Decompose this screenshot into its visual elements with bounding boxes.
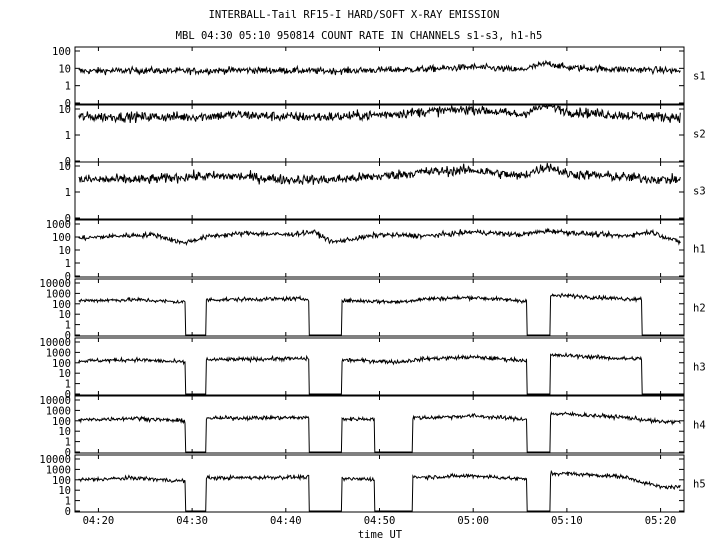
panel-frame xyxy=(74,161,685,220)
x-axis: 04:20 04:30 04:40 04:50 05:00 05:10 05:20 xyxy=(83,515,677,527)
series-line-h1 xyxy=(78,227,681,246)
panel-frame xyxy=(74,395,685,454)
y-tick-label: 100 xyxy=(52,299,71,311)
x-axis-label: time UT xyxy=(358,529,403,541)
x-tick-label: 04:50 xyxy=(364,515,396,527)
panel-frame xyxy=(74,219,685,278)
y-tick-label: 0 xyxy=(65,506,71,518)
y-tick-label: 1000 xyxy=(46,219,71,231)
x-tick-label: 05:20 xyxy=(645,515,677,527)
y-tick-label: 10000 xyxy=(39,395,71,407)
y-tick-label: 0 xyxy=(65,389,71,401)
panel-frame xyxy=(74,454,685,513)
channel-label-s2: s2 xyxy=(693,129,706,141)
y-tick-label: 10 xyxy=(58,368,71,380)
y-tick-label: 10 xyxy=(58,104,71,116)
y-tick-label: 1 xyxy=(65,187,71,199)
series-line-h3 xyxy=(78,351,681,395)
y-tick-label: 100 xyxy=(52,416,71,428)
x-tick-label: 04:30 xyxy=(176,515,208,527)
series-line-h2 xyxy=(78,292,681,336)
series-line-h5 xyxy=(78,469,681,512)
y-tick-label: 1 xyxy=(65,258,71,270)
x-tick-label: 05:10 xyxy=(551,515,583,527)
y-tick-label: 0 xyxy=(65,330,71,342)
y-tick-label: 1 xyxy=(65,130,71,142)
series-line-s2 xyxy=(78,104,681,124)
y-tick-label: 10 xyxy=(58,245,71,257)
channel-label-h5: h5 xyxy=(693,479,706,491)
channel-label-h4: h4 xyxy=(693,420,706,432)
panel-frame xyxy=(74,46,685,105)
y-tick-label: 1 xyxy=(65,320,71,332)
y-tick-label: 10000 xyxy=(39,337,71,349)
series-line-s1 xyxy=(78,59,681,76)
y-tick-label: 10000 xyxy=(39,278,71,290)
series-line-h4 xyxy=(78,410,681,453)
channel-label-s3: s3 xyxy=(693,186,706,198)
y-tick-label: 100 xyxy=(52,46,71,58)
y-tick-label: 0 xyxy=(65,156,71,168)
panel-frame xyxy=(74,278,685,337)
x-tick-label: 04:40 xyxy=(270,515,302,527)
y-tick-label: 100 xyxy=(52,232,71,244)
x-tick-label: 04:20 xyxy=(83,515,115,527)
y-tick-label: 10 xyxy=(58,426,71,438)
y-tick-label: 0 xyxy=(65,447,71,459)
y-tick-label: 1 xyxy=(65,81,71,93)
y-tick-label: 100 xyxy=(52,358,71,370)
y-tick-label: 1 xyxy=(65,379,71,391)
chart-title: INTERBALL-Tail RF15-I HARD/SOFT X-RAY EM… xyxy=(209,9,500,21)
y-tick-label: 0 xyxy=(65,213,71,225)
y-tick-label: 0 xyxy=(65,271,71,283)
y-tick-label: 1000 xyxy=(46,405,71,417)
chart-subtitle: MBL 04:30 05:10 950814 COUNT RATE IN CHA… xyxy=(176,30,543,42)
panels: 1001010s11010s21010s310001001010h1100001… xyxy=(39,46,705,518)
x-tick-label: 05:00 xyxy=(457,515,489,527)
channel-label-h3: h3 xyxy=(693,362,706,374)
y-tick-label: 1000 xyxy=(46,288,71,300)
channel-label-h2: h2 xyxy=(693,303,706,315)
y-tick-label: 1000 xyxy=(46,464,71,476)
y-tick-label: 1000 xyxy=(46,347,71,359)
y-tick-label: 10 xyxy=(58,161,71,173)
y-tick-label: 1 xyxy=(65,496,71,508)
y-tick-label: 10 xyxy=(58,63,71,75)
y-tick-label: 10 xyxy=(58,309,71,321)
y-tick-label: 10 xyxy=(58,485,71,497)
y-tick-label: 0 xyxy=(65,98,71,110)
series-line-s3 xyxy=(78,162,681,185)
channel-label-h1: h1 xyxy=(693,244,706,256)
panel-frame xyxy=(74,337,685,396)
y-tick-label: 1 xyxy=(65,437,71,449)
y-tick-label: 100 xyxy=(52,475,71,487)
y-tick-label: 10000 xyxy=(39,454,71,466)
channel-label-s1: s1 xyxy=(693,71,706,83)
